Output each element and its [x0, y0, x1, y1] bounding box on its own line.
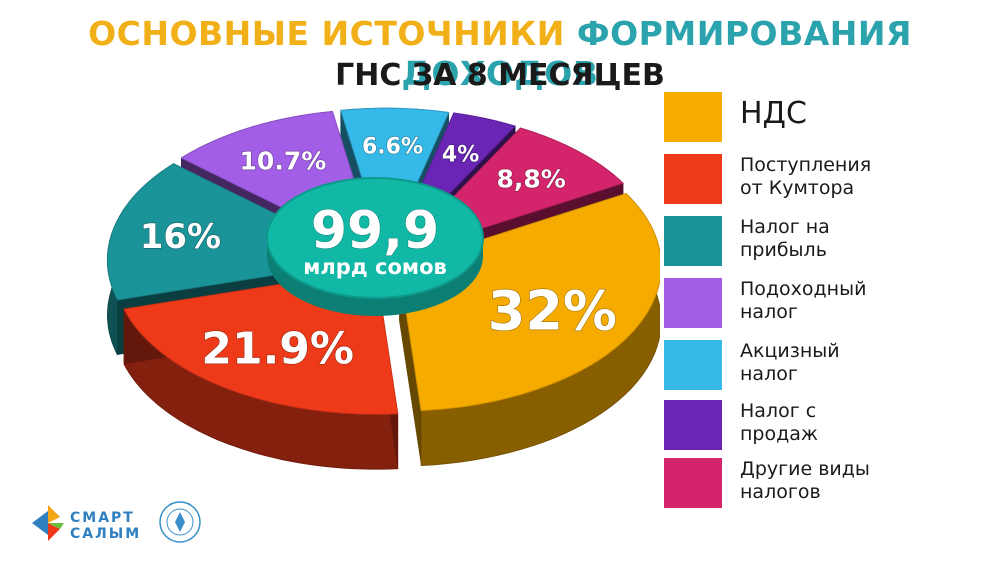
legend-label: Налог на прибыль [740, 216, 990, 262]
legend-label-line-1: Акцизный [740, 340, 840, 362]
slice-label-5: 4% [442, 142, 479, 167]
legend-label-line-1: Подоходный [740, 278, 867, 300]
legend-item-2: Налог на прибыль [664, 216, 994, 268]
slice-label-4: 6.6% [362, 135, 423, 160]
legend-swatch [664, 400, 722, 450]
legend-label-line-1: НДС [740, 96, 807, 131]
slice-label-6: 8,8% [497, 165, 566, 194]
legend-label-line-2: продаж [740, 423, 819, 445]
logo-text: СМАРТ САЛЫМ [70, 510, 141, 542]
chart-title: ОСНОВНЫЕ ИСТОЧНИКИ ФОРМИРОВАНИЯ ДОХОДОВ [0, 14, 1000, 94]
logo-line-2: САЛЫМ [70, 526, 142, 542]
slice-label-1: 21.9% [201, 323, 354, 374]
legend-swatch [664, 216, 722, 266]
legend-item-1: Поступления от Кумтора [664, 154, 994, 206]
legend-item-6: Другие виды налогов [664, 458, 994, 510]
legend-label: Налог с продаж [740, 400, 990, 446]
legend-label-line-2: налог [740, 301, 798, 323]
slice-label-0: 32% [488, 279, 617, 342]
legend-label-line-1: Налог с [740, 400, 817, 422]
chart-subtitle: ГНС ЗА 8 МЕСЯЦЕВ [335, 58, 665, 93]
legend-label-line-2: налог [740, 363, 798, 385]
legend-label-line-2: прибыль [740, 239, 827, 261]
legend-label-line-2: от Кумтора [740, 177, 855, 199]
legend-label: Другие виды налогов [740, 458, 990, 504]
legend-label-line-2: налогов [740, 481, 821, 503]
smart-salym-logo-icon [32, 505, 64, 541]
legend-swatch [664, 340, 722, 390]
legend-label: Подоходный налог [740, 278, 990, 324]
slice-label-2: 16% [140, 217, 221, 257]
title-part-2: ФОРМИРОВАНИЯ ДОХОДОВ [401, 14, 912, 93]
legend-swatch [664, 278, 722, 328]
legend-label-line-1: Налог на [740, 216, 830, 238]
legend-label: НДС [740, 92, 990, 136]
legend-label: Поступления от Кумтора [740, 154, 990, 200]
legend-swatch [664, 458, 722, 508]
legend-item-0: НДС [664, 92, 994, 144]
legend-item-3: Подоходный налог [664, 278, 994, 330]
slice-label-3: 10.7% [240, 146, 327, 175]
legend-label: Акцизный налог [740, 340, 990, 386]
total-unit: млрд сомов [303, 255, 447, 279]
legend-label-line-1: Другие виды [740, 458, 870, 480]
legend-label-line-1: Поступления [740, 154, 872, 176]
legend-swatch [664, 92, 722, 142]
total-value: 99,9 [311, 201, 439, 261]
legend-swatch [664, 154, 722, 204]
logo-line-1: СМАРТ [70, 510, 135, 526]
title-part-1: ОСНОВНЫЕ ИСТОЧНИКИ [88, 14, 565, 53]
legend-item-5: Налог с продаж [664, 400, 994, 452]
legend-item-4: Акцизный налог [664, 340, 994, 392]
state-tax-service-seal-icon [159, 501, 201, 543]
pie-slice-edge-0-1 [399, 266, 422, 466]
